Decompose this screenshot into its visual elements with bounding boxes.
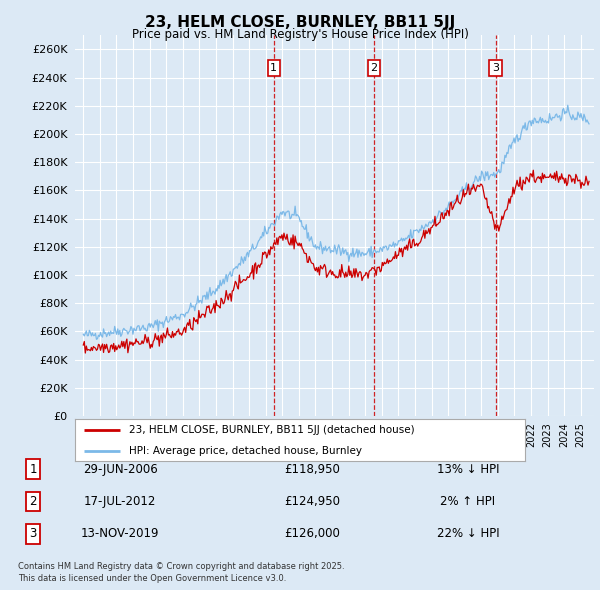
Text: HPI: Average price, detached house, Burnley: HPI: Average price, detached house, Burn…: [129, 446, 362, 455]
Text: £118,950: £118,950: [284, 463, 340, 476]
Text: 22% ↓ HPI: 22% ↓ HPI: [437, 527, 499, 540]
Text: 17-JUL-2012: 17-JUL-2012: [84, 495, 156, 508]
Text: 23, HELM CLOSE, BURNLEY, BB11 5JJ: 23, HELM CLOSE, BURNLEY, BB11 5JJ: [145, 15, 455, 30]
Text: Price paid vs. HM Land Registry's House Price Index (HPI): Price paid vs. HM Land Registry's House …: [131, 28, 469, 41]
Text: 13% ↓ HPI: 13% ↓ HPI: [437, 463, 499, 476]
Text: £124,950: £124,950: [284, 495, 340, 508]
Text: 2% ↑ HPI: 2% ↑ HPI: [440, 495, 496, 508]
Text: 13-NOV-2019: 13-NOV-2019: [81, 527, 159, 540]
Text: £126,000: £126,000: [284, 527, 340, 540]
Text: 3: 3: [492, 63, 499, 73]
Text: Contains HM Land Registry data © Crown copyright and database right 2025.
This d: Contains HM Land Registry data © Crown c…: [18, 562, 344, 583]
Text: 29-JUN-2006: 29-JUN-2006: [83, 463, 157, 476]
Text: 2: 2: [29, 495, 37, 508]
Text: 2: 2: [371, 63, 377, 73]
Text: 3: 3: [29, 527, 37, 540]
Text: 1: 1: [271, 63, 277, 73]
Text: 23, HELM CLOSE, BURNLEY, BB11 5JJ (detached house): 23, HELM CLOSE, BURNLEY, BB11 5JJ (detac…: [129, 425, 415, 435]
Text: 1: 1: [29, 463, 37, 476]
